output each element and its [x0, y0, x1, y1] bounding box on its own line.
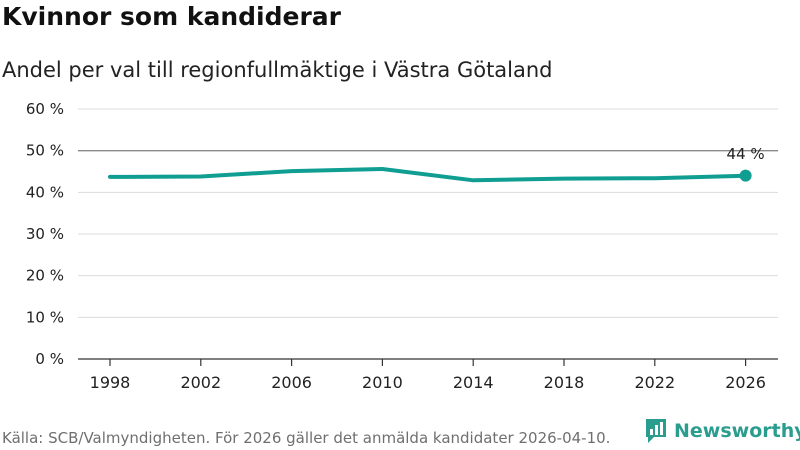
x-tick-label: 2026	[725, 373, 766, 392]
logo-text: Newsworthy	[674, 420, 800, 442]
y-tick-label: 60 %	[26, 100, 64, 118]
series-line	[108, 167, 748, 183]
y-tick-label: 40 %	[26, 183, 64, 201]
chart-title: Kvinnor som kandiderar	[2, 2, 341, 31]
x-tick-label: 2002	[180, 373, 221, 392]
end-value-label: 44 %	[727, 145, 765, 163]
y-tick-label: 0 %	[35, 350, 64, 368]
y-tick-label: 20 %	[26, 267, 64, 285]
x-tick-label: 2014	[453, 373, 494, 392]
newsworthy-logo: Newsworthy	[644, 418, 800, 444]
x-tick-label: 2022	[634, 373, 675, 392]
y-tick-label: 10 %	[26, 308, 64, 326]
source-note: Källa: SCB/Valmyndigheten. För 2026 gäll…	[2, 429, 611, 447]
x-tick-label: 1998	[90, 373, 131, 392]
x-tick-label: 2018	[544, 373, 585, 392]
y-tick-label: 50 %	[26, 142, 64, 160]
end-point-marker	[739, 169, 752, 182]
chart-subtitle: Andel per val till regionfullmäktige i V…	[2, 58, 553, 82]
y-tick-label: 30 %	[26, 225, 64, 243]
bar-chart-speech-icon	[646, 419, 666, 443]
x-tick-label: 2006	[271, 373, 312, 392]
x-tick-label: 2010	[362, 373, 403, 392]
